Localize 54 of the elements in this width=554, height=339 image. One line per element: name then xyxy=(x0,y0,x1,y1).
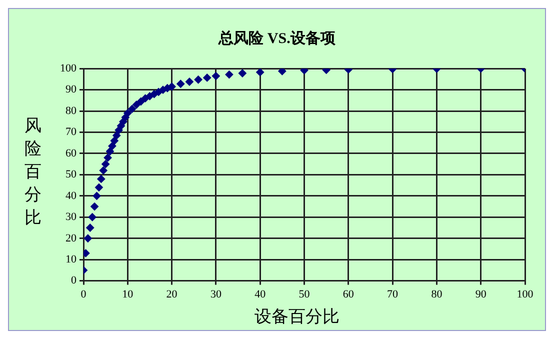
x-tick-label: 10 xyxy=(122,288,134,300)
x-tick-label: 50 xyxy=(298,288,310,300)
point xyxy=(106,147,114,156)
point xyxy=(97,174,106,183)
point xyxy=(212,72,220,80)
y-tick-label: 20 xyxy=(66,232,77,244)
y-axis-title: 风险百分比 xyxy=(24,115,42,229)
y-tick-label: 80 xyxy=(66,104,77,117)
x-tick-label: 80 xyxy=(431,288,443,300)
x-tick-label: 70 xyxy=(387,288,399,300)
x-tick-label: 90 xyxy=(475,288,487,300)
point xyxy=(128,104,136,113)
point xyxy=(256,68,264,76)
x-tick-label: 0 xyxy=(80,288,87,300)
point xyxy=(300,68,308,74)
point xyxy=(99,166,108,174)
point xyxy=(238,69,246,78)
x-tick-label: 20 xyxy=(166,288,178,300)
point xyxy=(88,213,96,222)
point xyxy=(136,97,145,106)
y-tick-label: 90 xyxy=(66,84,77,96)
point xyxy=(194,76,202,84)
x-tick-label: 100 xyxy=(516,288,534,300)
point xyxy=(176,80,185,88)
point xyxy=(90,202,99,211)
y-tick-label: 50 xyxy=(66,168,77,181)
point xyxy=(132,100,140,109)
chart-title: 总风险 VS.设备项 xyxy=(217,29,336,48)
y-tick-label: 30 xyxy=(66,211,77,224)
point xyxy=(94,183,103,192)
y-tick-label: 60 xyxy=(66,147,77,160)
point xyxy=(102,160,110,168)
point xyxy=(168,82,176,91)
point xyxy=(124,109,132,118)
y-tick-label: 10 xyxy=(66,253,77,266)
point xyxy=(84,234,92,242)
x-tick-label: 30 xyxy=(210,288,222,300)
x-axis-title: 设备百分比 xyxy=(254,306,340,328)
point xyxy=(110,136,118,145)
point xyxy=(203,74,212,82)
x-tick-label: 40 xyxy=(254,288,266,300)
point xyxy=(92,192,101,200)
y-tick-label: 40 xyxy=(66,190,77,202)
point xyxy=(112,131,121,140)
x-tick-label: 60 xyxy=(342,288,354,300)
y-tick-label: 0 xyxy=(71,274,77,287)
point xyxy=(225,70,234,79)
y-tick-label: 100 xyxy=(60,62,77,74)
point xyxy=(278,68,286,76)
point xyxy=(104,154,112,162)
point xyxy=(86,224,94,232)
point xyxy=(108,142,116,150)
point xyxy=(185,78,194,86)
y-tick-label: 70 xyxy=(66,126,77,138)
